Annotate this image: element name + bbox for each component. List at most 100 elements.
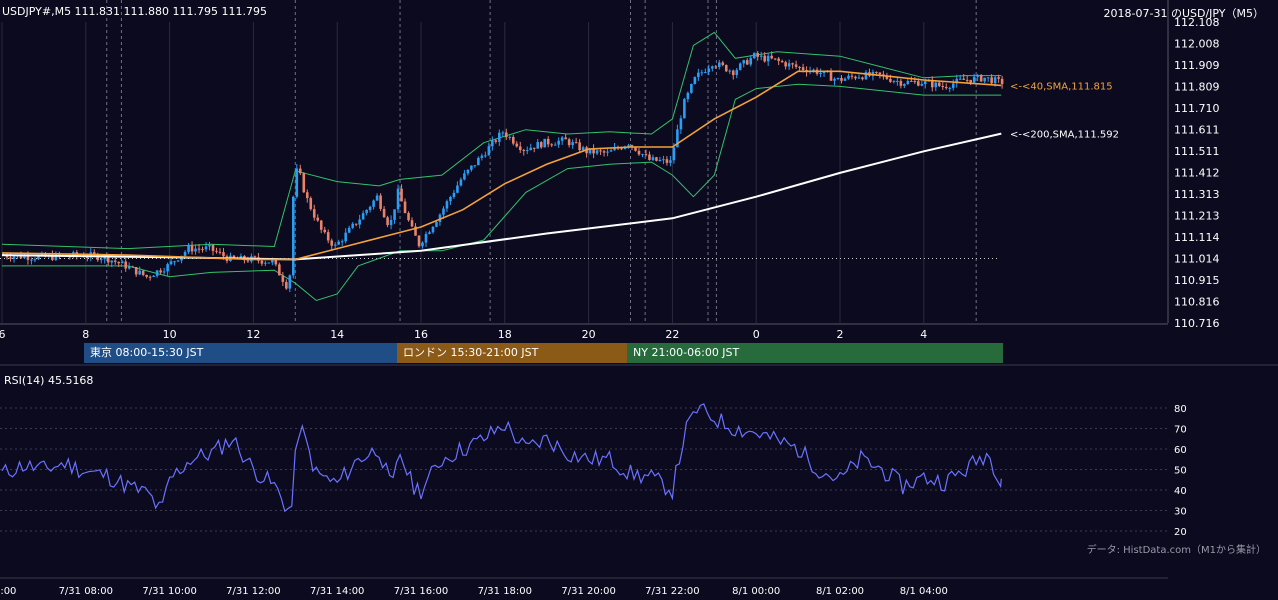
candle-body-down: [962, 78, 966, 80]
time-x-tick-label: 7/31 20:00: [561, 586, 615, 597]
candle-body-down: [965, 79, 969, 81]
candle-body-down: [745, 60, 749, 65]
candle-body-up: [553, 144, 557, 146]
candle-body-up: [700, 72, 704, 74]
candle-body-up: [972, 76, 976, 83]
candle-body-down: [232, 255, 236, 259]
candle-body-down: [829, 72, 833, 81]
sma40-line: [1, 70, 1002, 261]
candle-body-down: [124, 261, 128, 269]
candle-body-up: [560, 137, 564, 141]
candle-body-up: [749, 58, 753, 65]
candle-body-down: [878, 72, 882, 75]
candle-body-down: [148, 276, 152, 278]
candle-body-up: [449, 196, 452, 202]
candle-body-up: [459, 179, 463, 186]
candle-body-up: [843, 78, 847, 81]
candle-body-up: [735, 69, 739, 76]
candle-body-down: [190, 245, 194, 252]
candle-body-down: [298, 168, 302, 174]
candle-body-up: [759, 55, 763, 57]
price-y-tick-label: 111.412: [1174, 167, 1220, 180]
candle-body-up: [365, 209, 368, 214]
candle-body-down: [197, 248, 201, 250]
candle-body-down: [930, 80, 934, 88]
price-y-tick-label: 111.909: [1174, 59, 1220, 72]
candle-body-up: [484, 155, 487, 157]
time-x-tick-label: 8/1 02:00: [816, 586, 864, 597]
candle-body-up: [501, 132, 505, 134]
candle-body-down: [777, 58, 780, 61]
candle-body-up: [173, 261, 176, 263]
candle-body-up: [906, 80, 910, 85]
candle-body-up: [498, 132, 501, 142]
candle-body-down: [323, 229, 327, 233]
candle-body-down: [714, 66, 718, 68]
candle-body-up: [613, 147, 616, 151]
candle-body-up: [693, 77, 697, 84]
candle-body-up: [393, 209, 396, 220]
candle-body-down: [630, 145, 634, 147]
candle-body-up: [271, 259, 274, 263]
candle-body-down: [222, 252, 225, 257]
price-y-tick-label: 112.008: [1174, 38, 1220, 51]
candle-body-down: [145, 274, 148, 277]
candle-body-down: [885, 75, 889, 79]
candle-body-down: [159, 270, 162, 273]
candle-body-up: [847, 75, 850, 79]
candle-body-down: [106, 255, 110, 263]
candle-body-down: [564, 137, 567, 140]
candle-body-up: [120, 261, 124, 264]
candle-body-down: [854, 76, 857, 79]
candle-body-down: [969, 79, 972, 83]
candle-body-up: [672, 147, 676, 161]
candle-body-up: [934, 82, 938, 88]
candle-body-down: [840, 78, 843, 81]
candle-body-up: [347, 227, 351, 233]
candle-body-down: [941, 86, 945, 88]
candle-body-up: [424, 233, 428, 243]
price-y-tick-label: 110.915: [1174, 274, 1220, 287]
candle-body-up: [487, 146, 491, 156]
candle-body-up: [389, 219, 393, 226]
candle-body-down: [253, 256, 257, 258]
candle-body-up: [435, 221, 438, 227]
candle-body-down: [655, 157, 658, 161]
candle-body-down: [215, 250, 218, 252]
candle-body-down: [260, 260, 264, 264]
candle-body-up: [208, 244, 211, 247]
time-x-tick-label: 8/1 00:00: [732, 586, 780, 597]
candle-body-down: [305, 192, 309, 199]
price-x-tick-label: 8: [82, 328, 89, 341]
candle-body-up: [557, 140, 560, 145]
candle-body-up: [166, 264, 169, 272]
time-x-tick-label: 7/31 18:00: [478, 586, 532, 597]
price-y-tick-label: 111.014: [1174, 253, 1220, 266]
rsi-y-tick-label: 30: [1174, 507, 1187, 518]
candle-body-up: [12, 256, 16, 259]
candle-body-up: [836, 78, 840, 80]
candle-body-up: [264, 262, 267, 264]
candle-body-down: [665, 159, 669, 163]
candle-body-down: [131, 266, 134, 268]
candle-body-up: [204, 246, 208, 250]
price-y-tick-label: 110.716: [1174, 317, 1220, 330]
candle-body-down: [731, 70, 735, 76]
candle-body-down: [354, 223, 358, 225]
time-x-tick-label: 7/31 08:00: [59, 586, 113, 597]
candle-body-down: [218, 251, 222, 253]
price-y-tick-label: 111.710: [1174, 102, 1220, 115]
candle-body-down: [117, 261, 121, 264]
candle-body-down: [721, 62, 725, 65]
candle-body-up: [864, 72, 868, 80]
candle-body-down: [780, 60, 784, 63]
candle-body-up: [728, 70, 732, 72]
candle-body-up: [833, 78, 836, 81]
candle-body-down: [997, 77, 1000, 79]
candle-body-up: [288, 275, 292, 289]
candle-body-down: [309, 198, 313, 210]
candle-body-up: [152, 275, 155, 277]
candle-body-up: [697, 72, 700, 78]
candle-body-down: [763, 55, 766, 62]
rsi-label: RSI(14) 45.5168: [4, 374, 94, 387]
